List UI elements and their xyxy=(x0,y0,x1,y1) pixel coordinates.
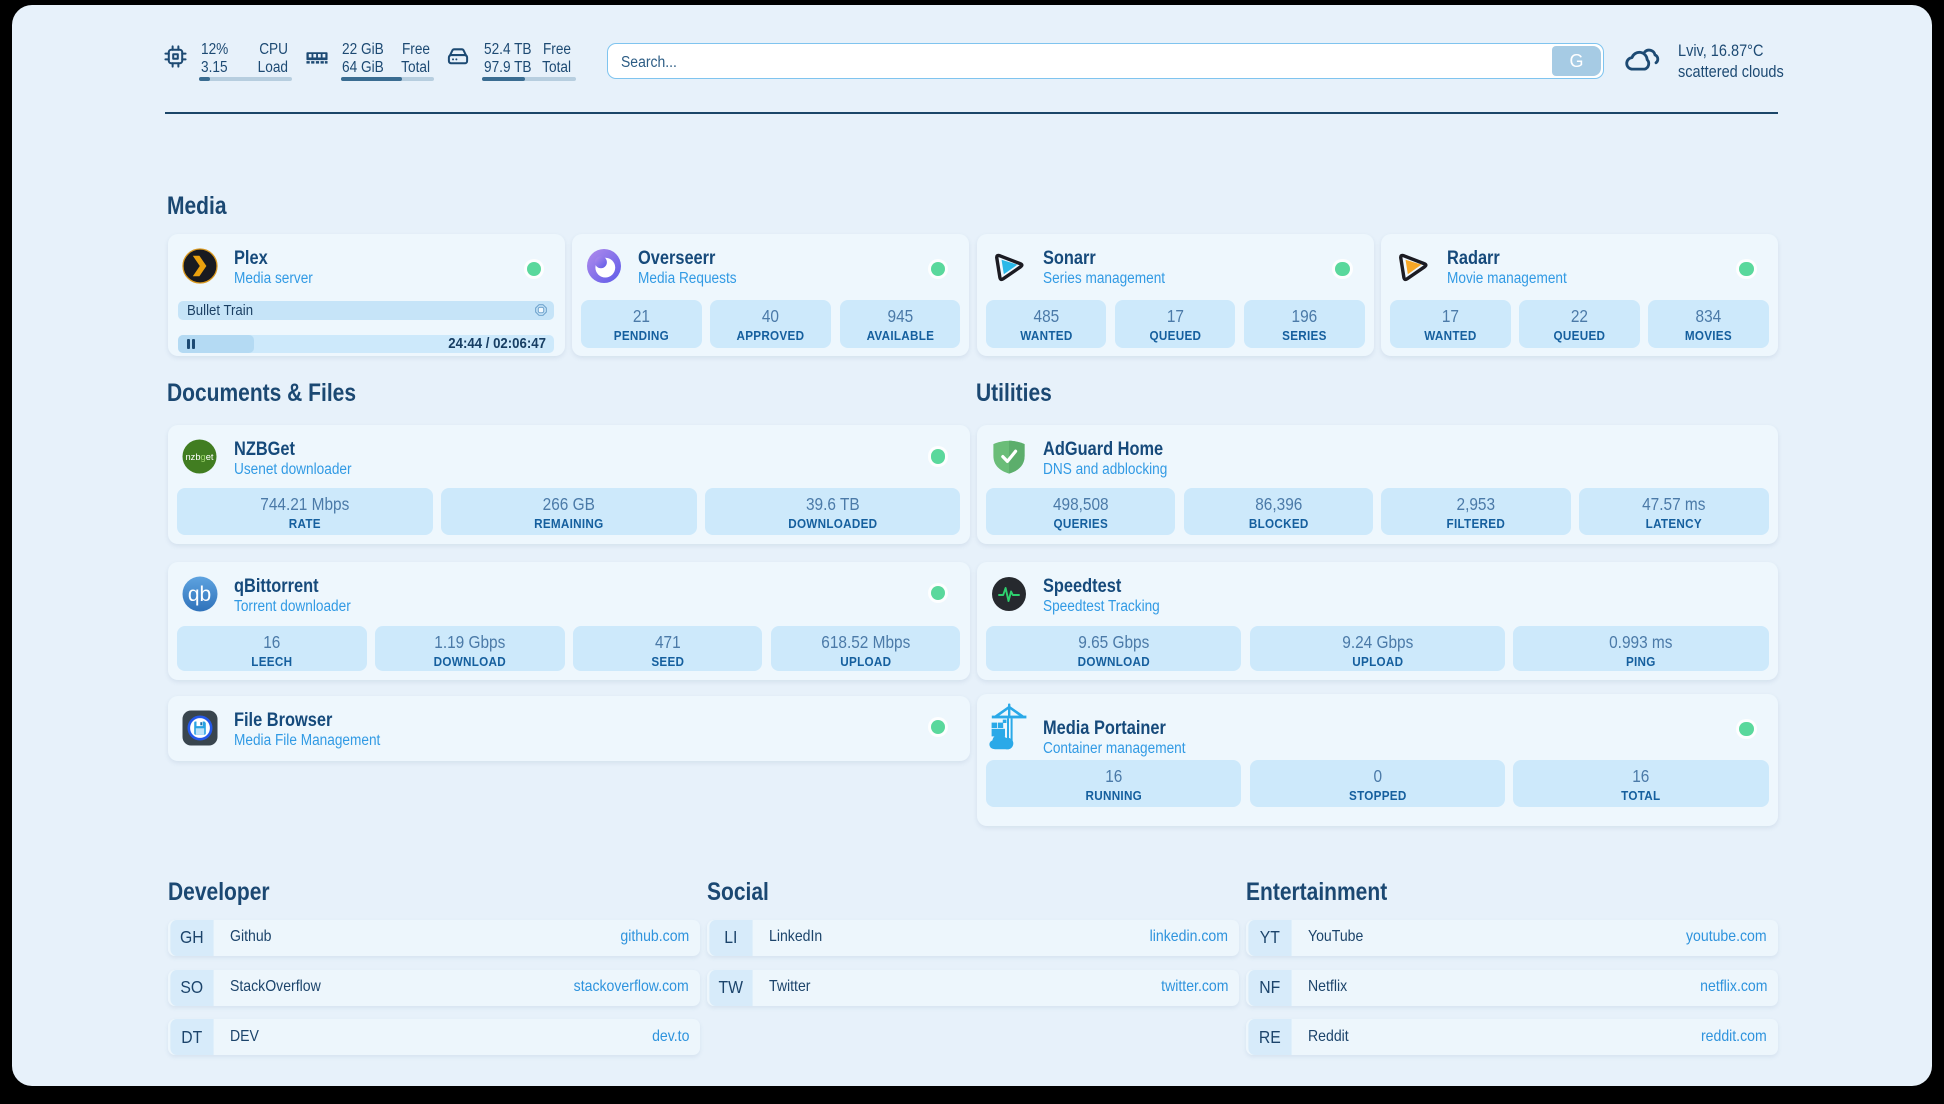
svg-text:qb: qb xyxy=(188,583,211,606)
svg-text:nzbget: nzbget xyxy=(185,452,213,462)
